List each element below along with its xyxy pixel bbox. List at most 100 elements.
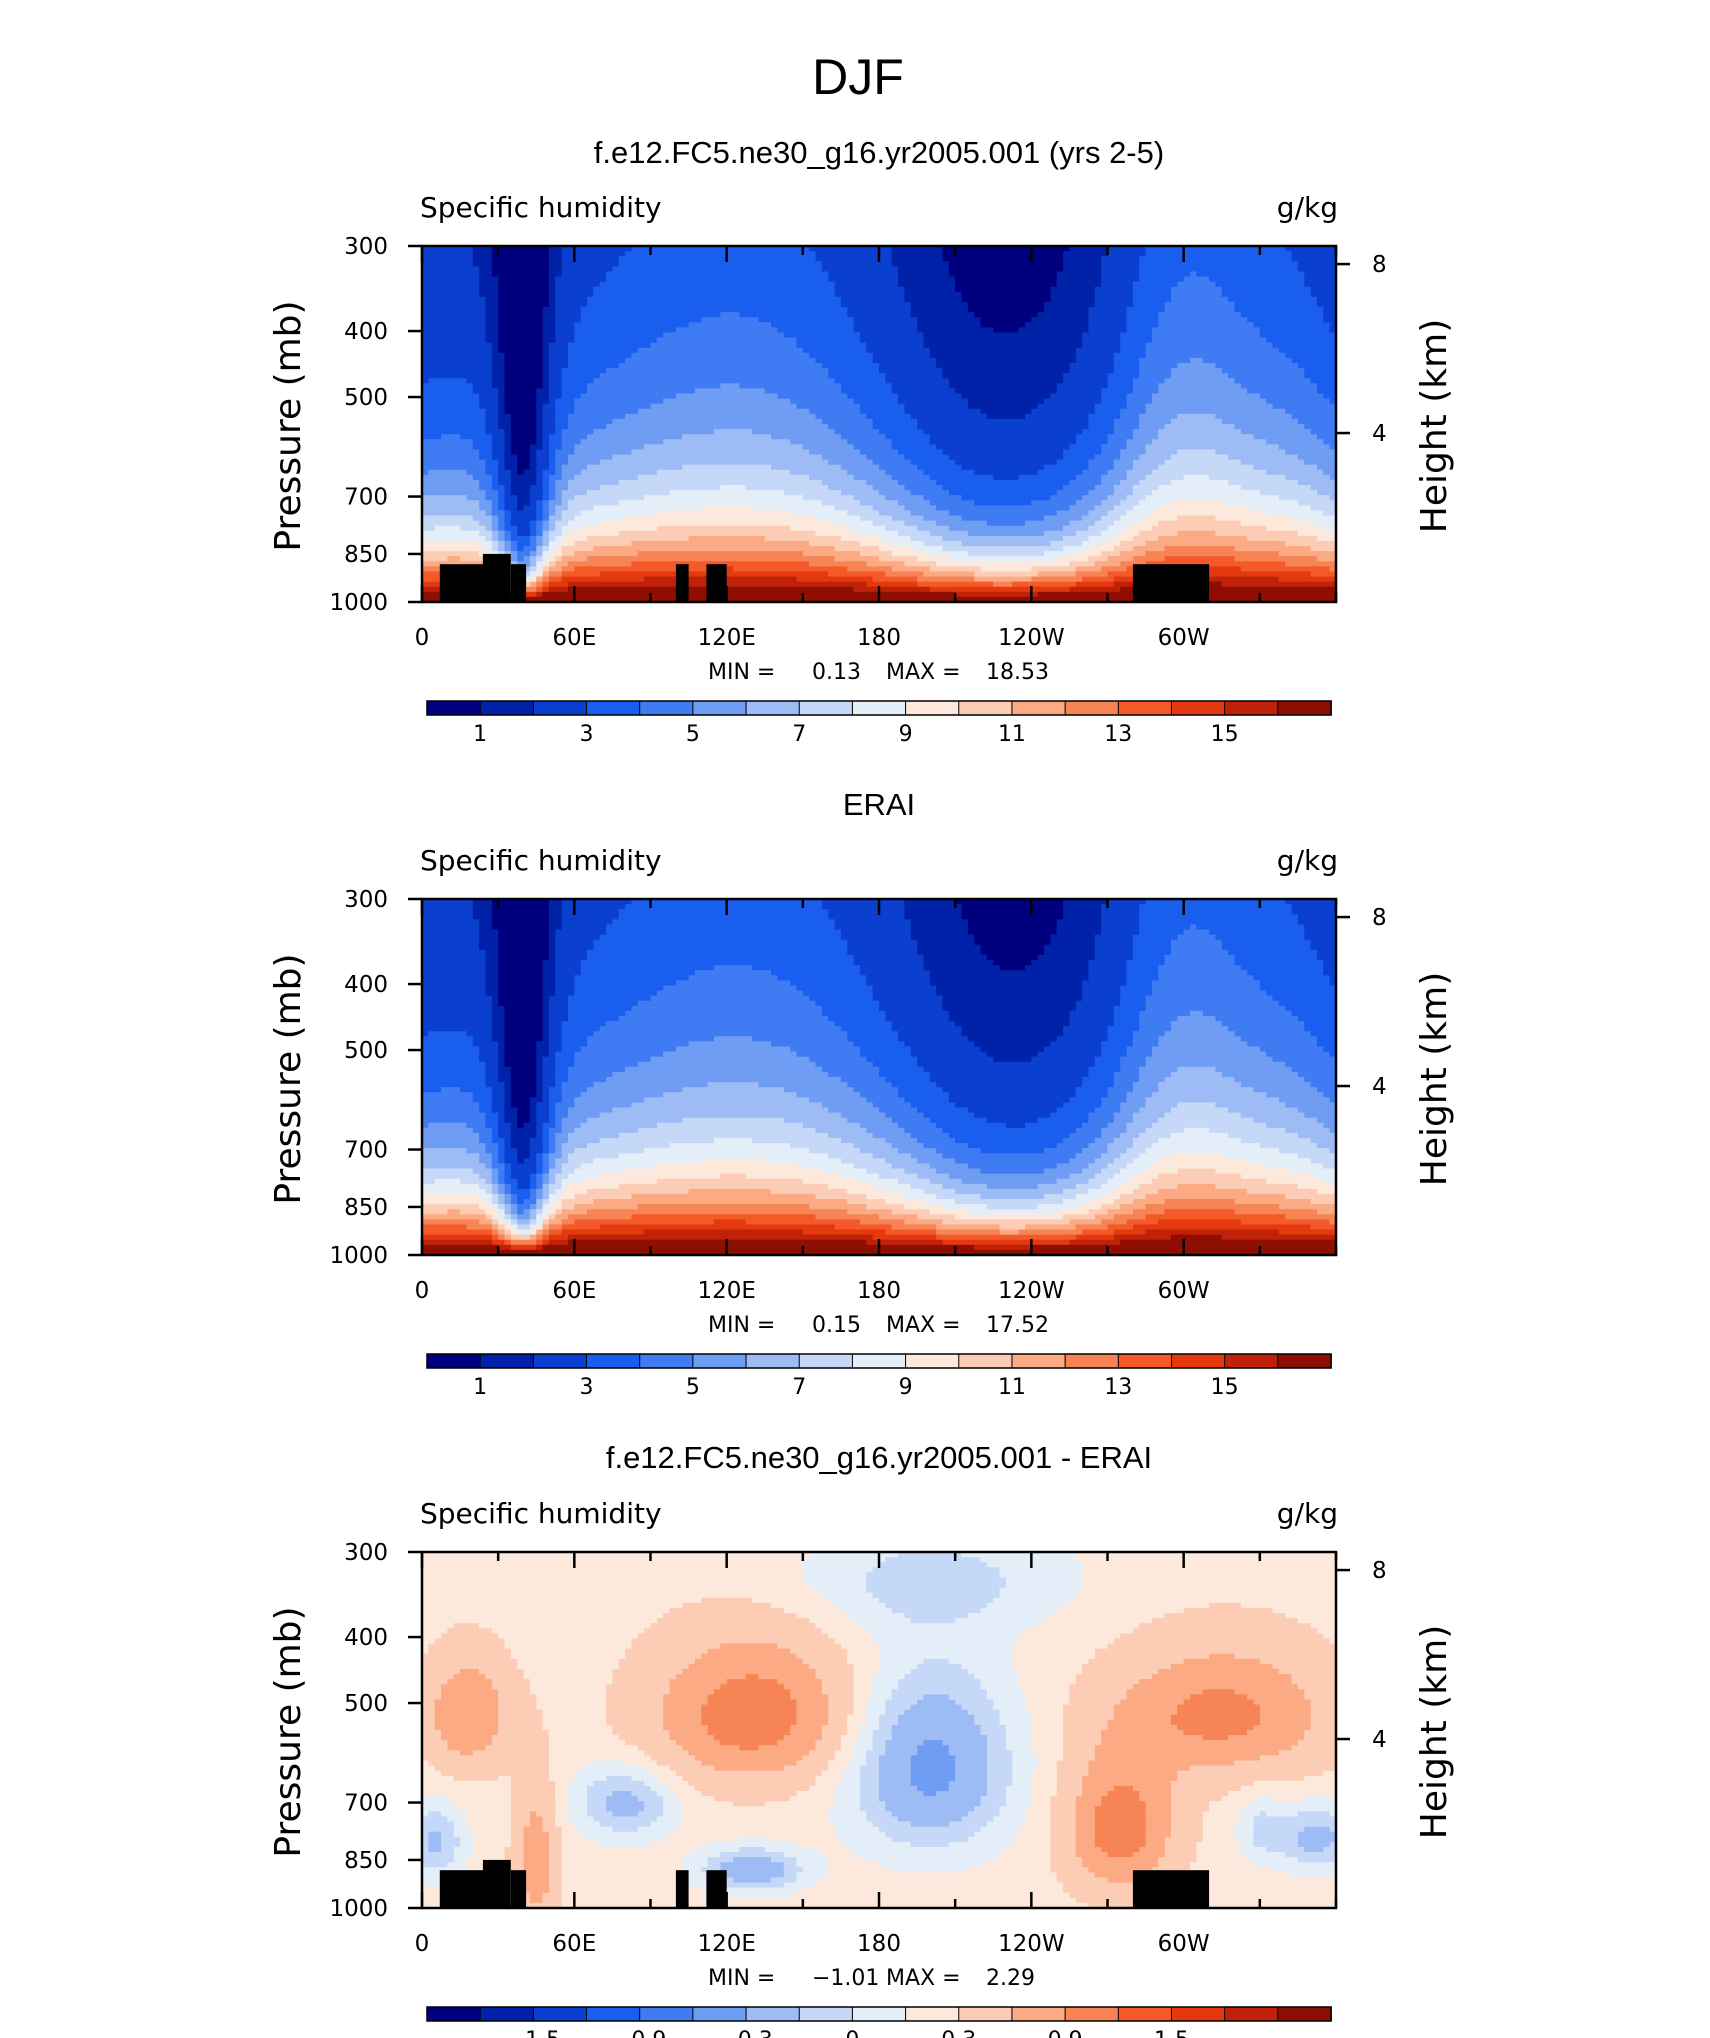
contour-cell (1132, 464, 1159, 471)
contour-cell (491, 535, 499, 542)
colorbar-swatch (1011, 1353, 1066, 1369)
contour-cell (491, 266, 550, 273)
contour-cell (1044, 1618, 1153, 1624)
contour-cell (555, 1780, 569, 1787)
contour-cell (701, 317, 760, 323)
contour-cell (1202, 1689, 1236, 1695)
contour-cell (1323, 307, 1336, 313)
contour-cell (1183, 474, 1210, 481)
contour-cell (1063, 1704, 1115, 1711)
contour-cell (510, 1138, 531, 1144)
contour-cell (1120, 540, 1147, 547)
contour-cell (422, 561, 487, 567)
contour-cell (422, 388, 474, 395)
contour-cell (942, 373, 1064, 379)
contour-cell (441, 1831, 455, 1838)
contour-cell (961, 1178, 1058, 1185)
contour-cell (498, 540, 506, 547)
contour-cell (1101, 276, 1140, 283)
contour-cell (580, 312, 721, 318)
contour-cell (1139, 418, 1172, 425)
contour-cell (936, 505, 1071, 512)
contour-cell (580, 1122, 658, 1129)
contour-cell (955, 591, 1039, 598)
contour-cell (1177, 1066, 1216, 1073)
contour-cell (847, 566, 893, 573)
contour-cell (682, 464, 772, 471)
contour-cell (548, 934, 556, 941)
contour-cell (1170, 1071, 1223, 1078)
contour-cell (1323, 439, 1336, 445)
contour-cell (866, 1709, 886, 1716)
contour-cell (815, 1623, 861, 1629)
colorbar-label: 13 (1104, 1375, 1132, 1400)
contour-cell (1221, 1071, 1299, 1078)
contour-cell (542, 1066, 556, 1073)
contour-cell (1247, 388, 1318, 395)
contour-cell (1291, 1745, 1336, 1751)
contour-cell (682, 1821, 836, 1828)
contour-cell (485, 327, 499, 334)
contour-cell (853, 1663, 880, 1670)
contour-cell (548, 1127, 563, 1134)
contour-cell (542, 469, 556, 476)
contour-cell (1126, 960, 1166, 966)
contour-cell (1063, 1714, 1115, 1721)
contour-cell (561, 1183, 569, 1190)
contour-cell (567, 1153, 620, 1159)
contour-cell (1101, 1846, 1140, 1853)
contour-cell (669, 1735, 715, 1741)
contour-cell (1221, 1153, 1299, 1159)
contour-cell (847, 469, 886, 476)
contour-cell (904, 914, 963, 920)
contour-cell (910, 1046, 982, 1053)
contour-cell (422, 904, 474, 910)
contour-cell (1209, 1806, 1242, 1812)
colorbar-swatch (639, 1353, 694, 1369)
contour-cell (1139, 1132, 1172, 1139)
contour-cell (517, 454, 531, 461)
contour-cell (523, 1877, 550, 1884)
contour-cell (498, 980, 544, 987)
contour-cell (548, 286, 556, 293)
panel-3-contour-field (422, 1552, 1336, 1908)
contour-cell (422, 1219, 480, 1226)
contour-cell (618, 909, 829, 915)
contour-cell (1082, 1148, 1109, 1154)
contour-cell (1012, 1760, 1039, 1767)
contour-cell (548, 434, 563, 440)
contour-cell (555, 281, 601, 288)
contour-cell (955, 1138, 1064, 1144)
contour-cell (1139, 266, 1299, 273)
contour-cell (682, 1857, 709, 1863)
contour-cell (548, 1031, 563, 1037)
contour-cell (967, 530, 1045, 537)
contour-cell (682, 1602, 772, 1609)
contour-cell (1005, 1730, 1032, 1736)
contour-cell (1107, 1852, 1134, 1858)
contour-cell (422, 352, 493, 359)
contour-cell (637, 1127, 817, 1134)
contour-cell (1316, 464, 1336, 471)
contour-cell (1164, 301, 1236, 308)
contour-cell (917, 418, 1090, 425)
contour-cell (879, 1597, 994, 1604)
contour-cell (504, 362, 544, 369)
contour-cell (637, 1633, 829, 1640)
contour-cell (1113, 1638, 1331, 1645)
contour-cell (422, 495, 468, 501)
contour-cell (548, 393, 563, 400)
contour-cell (485, 1066, 499, 1073)
contour-cell (510, 424, 537, 430)
contour-cell (548, 1046, 563, 1053)
contour-cell (422, 1082, 487, 1088)
contour-cell (1050, 393, 1102, 400)
contour-cell (422, 965, 487, 971)
contour-cell (974, 1041, 1051, 1048)
contour-cell (1063, 1887, 1178, 1894)
contour-cell (1107, 556, 1134, 562)
contour-cell (834, 291, 905, 298)
contour-cell (555, 944, 594, 951)
contour-cell (606, 1719, 664, 1726)
contour-cell (618, 479, 823, 486)
